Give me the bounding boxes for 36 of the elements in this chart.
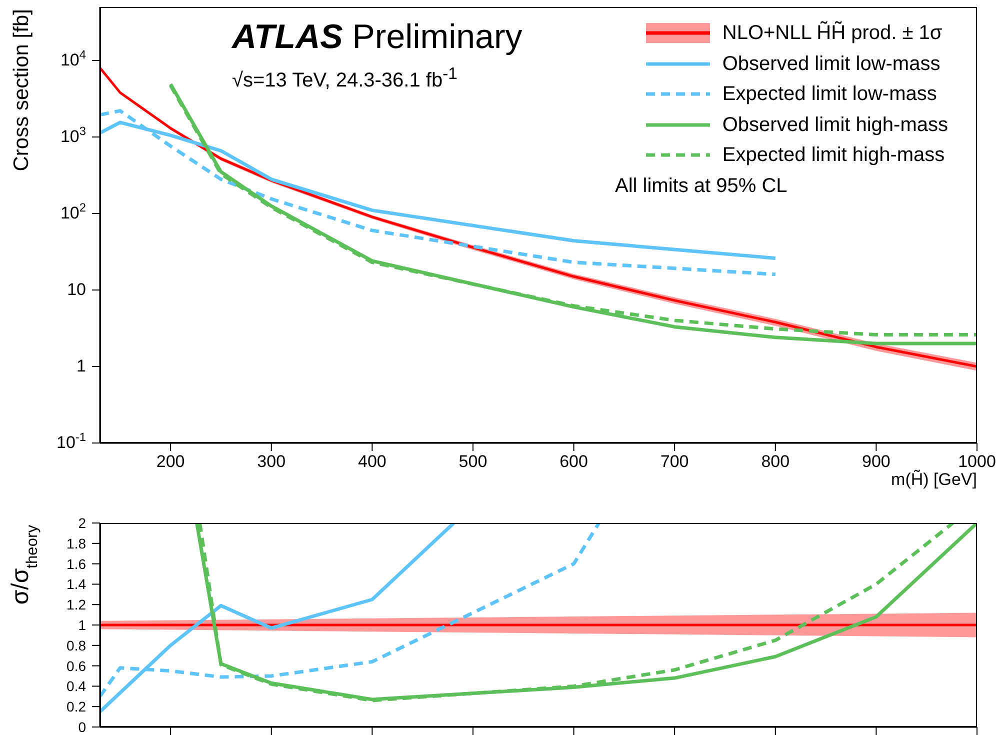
legend-label: Observed limit low-mass [722,52,940,76]
y-tick-label: 1 [76,356,86,376]
x-tick-label: 900 [862,452,890,471]
y-tick-label: 10$^{4}$ [60,47,86,70]
y-tick-label: 0.6 [66,658,86,674]
text: √s=13 TeV, 24.3-36.1 fb$^{-1}$ [232,64,458,93]
y-tick-label: 0 [78,719,86,735]
y-tick-label: 10$^{3}$ [60,124,86,146]
y-tick-label: 10$^{2}$ [60,200,86,222]
x-tick-label: 400 [358,452,386,471]
x-tick-label: 800 [761,452,790,471]
x-axis-title: m(H̃) [GeV] [891,469,977,489]
y-tick-label: 1.8 [66,535,86,552]
legend-label: Observed limit high-mass [722,112,948,138]
x-tick-label: 300 [257,452,286,471]
y-tick-label: 0.4 [66,678,86,694]
x-tick-label: 500 [458,452,488,471]
x-tick-label: 1000 [958,452,996,471]
y-tick-label: 1 [78,617,86,633]
legend-label: Expected limit high-mass [722,143,945,168]
y-tick-label: 1.4 [66,576,86,592]
x-tick-label: 200 [156,452,185,471]
legend-label: Expected limit low-mass [722,82,937,107]
y-tick-label: 1.2 [66,596,86,613]
x-tick-label: 700 [660,452,689,471]
y-axis-title: Cross section [fb] [10,9,33,172]
chart-title: ATLAS Preliminary [232,18,522,57]
annotation: All limits at 95% CL [615,175,788,198]
y-tick-label: 1.6 [66,556,86,572]
y-tick-label: 2 [78,515,86,531]
y-tick-label: 0.8 [66,637,86,654]
y-tick-label: 10$^{-1}$ [56,430,86,452]
x-tick-label: 600 [560,452,588,471]
y-tick-label: 0.2 [66,698,86,715]
y-tick-label: 10 [67,280,86,299]
legend-label: NLO+NLL H̃H̃ prod. ± 1σ [722,20,942,46]
